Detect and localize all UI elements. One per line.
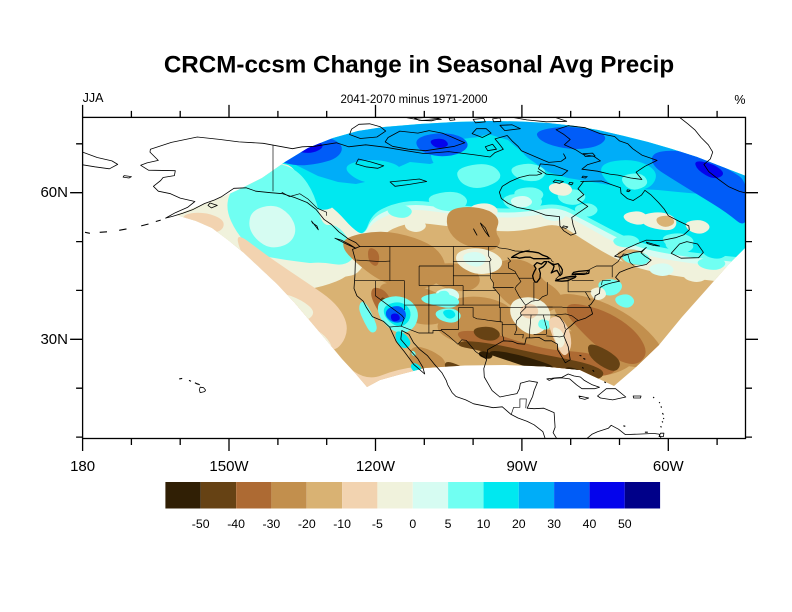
svg-text:90W: 90W [506, 458, 538, 475]
svg-text:120W: 120W [356, 458, 396, 475]
svg-text:5: 5 [445, 517, 452, 531]
svg-text:60W: 60W [653, 458, 685, 475]
svg-text:%: % [734, 93, 745, 107]
svg-text:30: 30 [547, 517, 561, 531]
svg-text:JJA: JJA [83, 91, 105, 105]
svg-text:10: 10 [477, 517, 491, 531]
svg-text:50: 50 [618, 517, 632, 531]
svg-text:-40: -40 [227, 517, 245, 531]
svg-text:180: 180 [70, 458, 95, 475]
svg-text:-5: -5 [372, 517, 383, 531]
svg-text:2041-2070 minus 1971-2000: 2041-2070 minus 1971-2000 [340, 94, 487, 106]
svg-text:30N: 30N [40, 331, 68, 348]
svg-text:0: 0 [409, 517, 416, 531]
svg-text:20: 20 [512, 517, 526, 531]
svg-text:-50: -50 [192, 517, 210, 531]
svg-text:-10: -10 [333, 517, 351, 531]
svg-text:-20: -20 [298, 517, 316, 531]
svg-text:-30: -30 [263, 517, 281, 531]
svg-text:150W: 150W [209, 458, 249, 475]
svg-text:60N: 60N [40, 184, 68, 201]
svg-text:40: 40 [583, 517, 597, 531]
svg-text:CRCM-ccsm Change in Seasonal A: CRCM-ccsm Change in Seasonal Avg Precip [164, 52, 674, 79]
